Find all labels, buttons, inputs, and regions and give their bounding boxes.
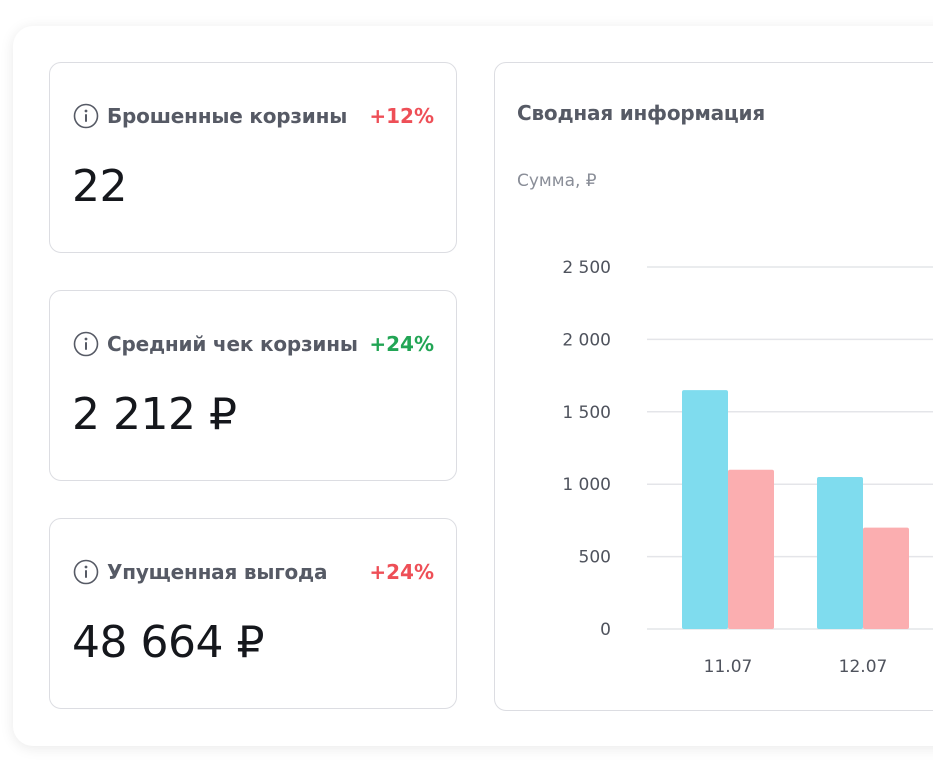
chart-y-tick-label: 1 000 <box>562 475 611 495</box>
chart-bar-11.07-series-2[interactable] <box>728 469 774 629</box>
metric-card-delta: +12% <box>369 104 434 128</box>
chart-y-tick-label: 2 500 <box>562 258 611 278</box>
metric-card-title: Брошенные корзины <box>107 104 348 128</box>
chart-x-tick-label: 11.07 <box>704 657 753 677</box>
chart-y-tick-label: 2 000 <box>562 330 611 350</box>
summary-chart-card: 0 500 1 000 1 500 2 000 2 500 11.07 12.07 Сводн… <box>494 62 933 711</box>
metric-card-value: 22 <box>72 161 128 212</box>
summary-bar-chart: 0 500 1 000 1 500 2 000 2 500 11.07 12.07 <box>562 258 933 677</box>
chart-y-axis-label: Сумма, ₽ <box>517 171 597 191</box>
metric-card-title: Упущенная выгода <box>107 560 328 584</box>
info-circle-icon[interactable] <box>73 103 99 129</box>
chart-x-tick-label: 12.07 <box>839 657 888 677</box>
info-circle-icon[interactable] <box>73 331 99 357</box>
metric-card-title: Средний чек корзины <box>107 332 358 356</box>
metric-card-delta: +24% <box>369 332 434 356</box>
chart-title: Сводная информация <box>517 101 766 125</box>
metric-card-header: Упущенная выгода +24% <box>73 557 434 587</box>
chart-y-tick-label: 1 500 <box>562 403 611 423</box>
chart-bar-12.07-series-2[interactable] <box>863 527 909 629</box>
metric-card-header: Брошенные корзины +12% <box>73 101 434 131</box>
info-circle-icon[interactable] <box>73 559 99 585</box>
metric-card-lost-profit: Упущенная выгода +24% 48 664 ₽ <box>49 518 457 709</box>
metric-card-value: 48 664 ₽ <box>72 617 264 668</box>
metric-card-average-check: Средний чек корзины +24% 2 212 ₽ <box>49 290 457 481</box>
chart-bar-12.07-series-1[interactable] <box>817 476 863 629</box>
metric-card-value: 2 212 ₽ <box>72 389 237 440</box>
chart-y-tick-label: 500 <box>579 548 611 568</box>
chart-bar-11.07-series-1[interactable] <box>682 390 728 629</box>
metric-card-abandoned-carts: Брошенные корзины +12% 22 <box>49 62 457 253</box>
metric-card-delta: +24% <box>369 560 434 584</box>
metric-card-header: Средний чек корзины +24% <box>73 329 434 359</box>
chart-y-tick-label: 0 <box>600 620 611 640</box>
